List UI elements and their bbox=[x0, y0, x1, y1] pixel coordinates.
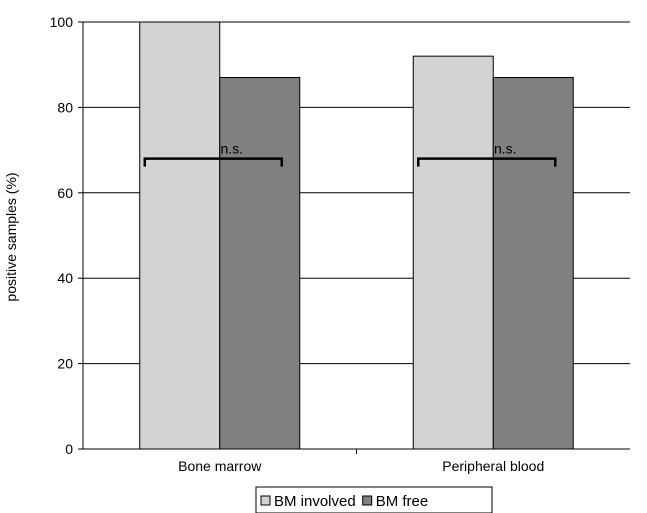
bar-bm-involved-bone-marrow bbox=[139, 21, 221, 450]
y-tick-label: 60 bbox=[57, 185, 73, 201]
y-tick-label: 80 bbox=[57, 99, 73, 115]
x-tick-labels: Bone marrow Peripheral blood bbox=[178, 449, 544, 474]
bracket-line bbox=[417, 157, 557, 167]
y-tick-label: 20 bbox=[57, 356, 73, 372]
significance-bracket: n.s. bbox=[417, 141, 557, 167]
y-tick-label: 40 bbox=[57, 270, 73, 286]
annotations: n.s. n.s. bbox=[143, 141, 557, 167]
legend-box bbox=[255, 486, 493, 513]
legend-swatch bbox=[362, 495, 373, 506]
bar-bm-free-bone-marrow bbox=[219, 77, 301, 450]
significance-bracket: n.s. bbox=[143, 141, 283, 167]
significance-label: n.s. bbox=[494, 141, 517, 157]
bar-bm-involved-peripheral-blood bbox=[412, 55, 494, 450]
legend-swatch bbox=[260, 495, 271, 506]
y-axis-label: positive samples (%) bbox=[3, 172, 19, 301]
y-tick-labels: 0 20 40 60 80 100 bbox=[50, 14, 83, 457]
significance-label: n.s. bbox=[220, 141, 243, 157]
legend-label: BM free bbox=[376, 493, 429, 510]
bracket-line bbox=[143, 157, 283, 167]
y-tick-label: 0 bbox=[65, 441, 73, 457]
y-tick-label: 100 bbox=[50, 14, 74, 30]
legend: BM involved BM free bbox=[255, 486, 493, 513]
bar-bm-free-peripheral-blood bbox=[492, 77, 574, 450]
x-tick-label: Peripheral blood bbox=[442, 458, 544, 474]
bars bbox=[139, 21, 574, 450]
x-tick-label: Bone marrow bbox=[178, 458, 262, 474]
legend-label: BM involved bbox=[274, 493, 356, 510]
